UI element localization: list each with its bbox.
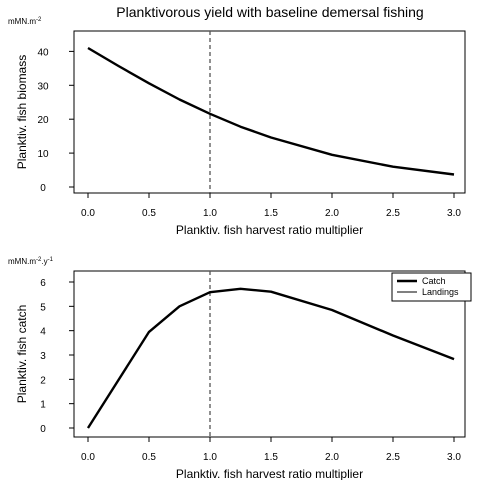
bottom-plot-frame xyxy=(73,270,466,438)
top-y-axis: 0 10 20 30 40 xyxy=(37,47,74,194)
top-y-axis-label: Planktiv. fish biomass xyxy=(15,55,29,170)
top-y-tick-label: 10 xyxy=(37,149,49,160)
top-panel: 0.0 0.5 1.0 1.5 2.0 2.5 3.0 0 10 20 30 40 Planktiv. … xyxy=(8,17,466,237)
bottom-panel: 0.0 0.5 1.0 1.5 2.0 2.5 3.0 0 1 2 3 4 5 6 Planktiv. fi… xyxy=(8,257,472,481)
top-x-tick-label: 1.0 xyxy=(203,208,217,219)
bottom-y-tick-label: 0 xyxy=(40,424,46,435)
top-y-tick-label: 30 xyxy=(37,81,49,92)
bottom-y-axis-label: Planktiv. fish catch xyxy=(15,305,29,403)
top-series-line-0 xyxy=(87,46,455,176)
bottom-unit-label: mMN.m-2.y-1 xyxy=(8,257,54,266)
bottom-x-tick-label: 1.5 xyxy=(264,452,278,463)
bottom-x-tick-label: 0.5 xyxy=(142,452,156,463)
top-x-tick-label: 2.5 xyxy=(386,208,400,219)
bottom-x-tick-label: 1.0 xyxy=(203,452,217,463)
top-x-tick-label: 3.0 xyxy=(447,208,461,219)
bottom-x-tick-label: 0.0 xyxy=(81,452,95,463)
bottom-y-tick-label: 3 xyxy=(40,351,46,362)
bottom-x-tick-label: 2.5 xyxy=(386,452,400,463)
bottom-y-axis: 0 1 2 3 4 5 6 xyxy=(40,278,74,435)
legend-label-catch: Catch xyxy=(422,276,446,286)
top-y-tick-label: 20 xyxy=(37,115,49,126)
top-x-tick-label: 1.5 xyxy=(264,208,278,219)
bottom-series-line-catch xyxy=(86,287,455,429)
bottom-x-axis-label: Planktiv. fish harvest ratio multiplier xyxy=(176,467,363,480)
bottom-series-line-landings xyxy=(87,288,455,429)
bottom-x-axis: 0.0 0.5 1.0 1.5 2.0 2.5 3.0 xyxy=(81,437,461,463)
top-y-tick-label: 40 xyxy=(37,47,49,58)
bottom-y-tick-label: 6 xyxy=(40,278,46,289)
top-x-tick-label: 0.5 xyxy=(142,208,156,219)
bottom-y-tick-label: 1 xyxy=(40,400,46,411)
bottom-y-tick-label: 2 xyxy=(40,375,46,386)
chart-title: Planktivorous yield with baseline demers… xyxy=(116,4,423,20)
top-x-tick-label: 2.0 xyxy=(325,208,339,219)
top-unit-label: mMN.m-2 xyxy=(8,17,42,26)
bottom-y-tick-label: 4 xyxy=(40,327,46,338)
top-x-tick-label: 0.0 xyxy=(81,208,95,219)
bottom-y-tick-label: 5 xyxy=(40,302,46,313)
top-plot-frame xyxy=(73,30,466,194)
top-y-tick-label: 0 xyxy=(40,183,46,194)
bottom-x-tick-label: 2.0 xyxy=(325,452,339,463)
legend-box xyxy=(391,272,472,302)
legend-label-landings: Landings xyxy=(422,287,459,297)
top-x-axis-label: Planktiv. fish harvest ratio multiplier xyxy=(176,223,363,237)
bottom-x-tick-label: 3.0 xyxy=(447,452,461,463)
top-x-axis: 0.0 0.5 1.0 1.5 2.0 2.5 3.0 xyxy=(81,193,461,219)
